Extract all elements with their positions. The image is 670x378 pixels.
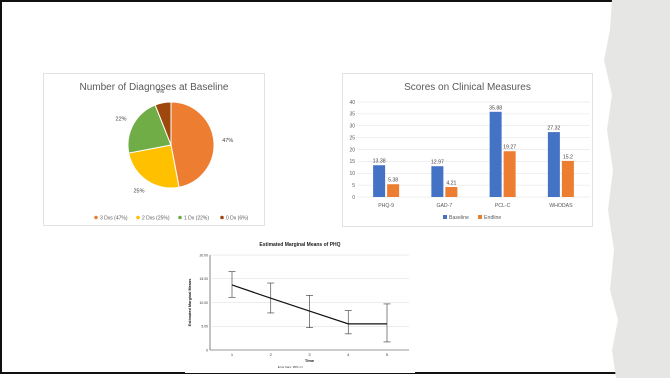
line-y-axis-label: Estimated Marginal Means bbox=[188, 279, 192, 327]
line-x-tick-label: 2 bbox=[270, 352, 273, 357]
bar-endline bbox=[387, 184, 400, 197]
line-x-axis-label: Time bbox=[305, 358, 315, 363]
bar-endline bbox=[503, 151, 516, 197]
bar-data-label: 13.38 bbox=[373, 159, 386, 165]
pie-legend-label: 0 Dx (6%) bbox=[226, 216, 249, 222]
line-x-tick-label: 1 bbox=[231, 352, 234, 357]
pie-slice bbox=[170, 101, 215, 188]
bar-y-tick-label: 10 bbox=[349, 171, 355, 177]
bar-legend-label: Baseline bbox=[449, 215, 469, 221]
bar-data-label: 5.38 bbox=[388, 178, 398, 184]
line-y-tick-label: 5.00 bbox=[201, 325, 208, 329]
bar-x-tick-label: PCL-C bbox=[495, 203, 511, 209]
line-y-tick-label: 10.00 bbox=[200, 301, 209, 305]
bar-baseline bbox=[489, 111, 502, 197]
bar-baseline bbox=[431, 166, 444, 197]
bar-y-tick-label: 35 bbox=[349, 112, 355, 118]
bar-x-tick-label: PHQ-9 bbox=[378, 203, 394, 209]
pie-legend-label: 1 Dx (22%) bbox=[184, 216, 209, 222]
bar-endline bbox=[445, 187, 458, 197]
bar-y-tick-label: 15 bbox=[349, 159, 355, 165]
bar-y-tick-label: 5 bbox=[352, 183, 355, 189]
bar-legend-marker bbox=[443, 215, 447, 219]
bar-x-tick-label: GAD-7 bbox=[436, 203, 452, 209]
line-chart-title: Estimated Marginal Means of PHQ bbox=[259, 242, 341, 248]
pie-data-label: 22% bbox=[116, 117, 127, 123]
bar-y-tick-label: 20 bbox=[349, 147, 355, 153]
line-x-tick-label: 3 bbox=[308, 352, 311, 357]
bar-data-label: 35.88 bbox=[489, 105, 502, 111]
bar-legend-marker bbox=[478, 215, 482, 219]
line-chart-panel: Estimated Marginal Means of PHQ 0 5.00 10.… bbox=[185, 238, 415, 373]
pie-slice bbox=[154, 101, 172, 146]
bar-legend-label: Endline bbox=[484, 215, 501, 221]
bar-baseline bbox=[373, 165, 386, 197]
line-x-tick-label: 4 bbox=[347, 352, 350, 357]
bar-chart-title: Scores on Clinical Measures bbox=[404, 82, 531, 93]
pie-legend-label: 2 Dxs (25%) bbox=[142, 216, 170, 222]
pie-data-label: 47% bbox=[222, 138, 233, 144]
bar-chart-panel: Scores on Clinical Measures 0 5 10 15 20 25 30… bbox=[342, 73, 593, 227]
bar-baseline bbox=[547, 132, 560, 197]
line-y-tick-label: 15.00 bbox=[200, 277, 209, 281]
torn-paper-decoration bbox=[604, 0, 670, 378]
line-y-tick-label: 20.00 bbox=[200, 253, 209, 257]
bar-data-label: 27.32 bbox=[547, 126, 560, 132]
pie-chart-panel: Number of Diagnoses at Baseline 47% 25% 22… bbox=[43, 73, 265, 226]
pie-legend-marker bbox=[220, 215, 224, 220]
pie-data-label: 6% bbox=[156, 89, 164, 95]
bar-y-tick-label: 40 bbox=[349, 100, 355, 106]
bar-data-label: 19.27 bbox=[503, 145, 516, 151]
bar-y-tick-label: 30 bbox=[349, 124, 355, 130]
line-chart: 0 5.00 10.00 15.00 20.00 1 2 3 4 5 Time Estimated M… bbox=[188, 253, 409, 369]
bar-data-label: 12.97 bbox=[431, 160, 444, 166]
bar-data-label: 4.21 bbox=[446, 181, 456, 187]
pie-chart-title: Number of Diagnoses at Baseline bbox=[79, 82, 229, 93]
line-x-tick-label: 5 bbox=[386, 352, 389, 357]
bar-y-tick-label: 25 bbox=[349, 135, 355, 141]
pie-legend-marker bbox=[94, 215, 98, 220]
bar-endline bbox=[561, 160, 574, 197]
pie-data-label: 25% bbox=[133, 188, 144, 194]
pie-slice bbox=[128, 144, 180, 189]
pie-slice bbox=[127, 104, 172, 154]
pie-legend-marker bbox=[136, 215, 140, 220]
line-y-tick-label: 0 bbox=[206, 348, 208, 352]
bar-y-tick-label: 0 bbox=[352, 195, 355, 201]
line-series bbox=[231, 284, 387, 325]
pie-chart: 47% 25% 22% 6% 3 Dxs (47%) 2 Dxs (25%) 1 Dx (2… bbox=[94, 89, 249, 222]
bar-x-tick-label: WHODAS bbox=[549, 203, 573, 209]
bar-data-label: 15.2 bbox=[563, 154, 573, 160]
pie-legend-label: 3 Dxs (47%) bbox=[100, 216, 128, 222]
line-footnote: Error bars: 95% CI bbox=[278, 365, 303, 369]
bar-chart: 0 5 10 15 20 25 30 35 40 13.38 5.38 PHQ-9 12.97 4.21 G… bbox=[349, 100, 590, 221]
pie-legend-marker bbox=[178, 215, 182, 220]
